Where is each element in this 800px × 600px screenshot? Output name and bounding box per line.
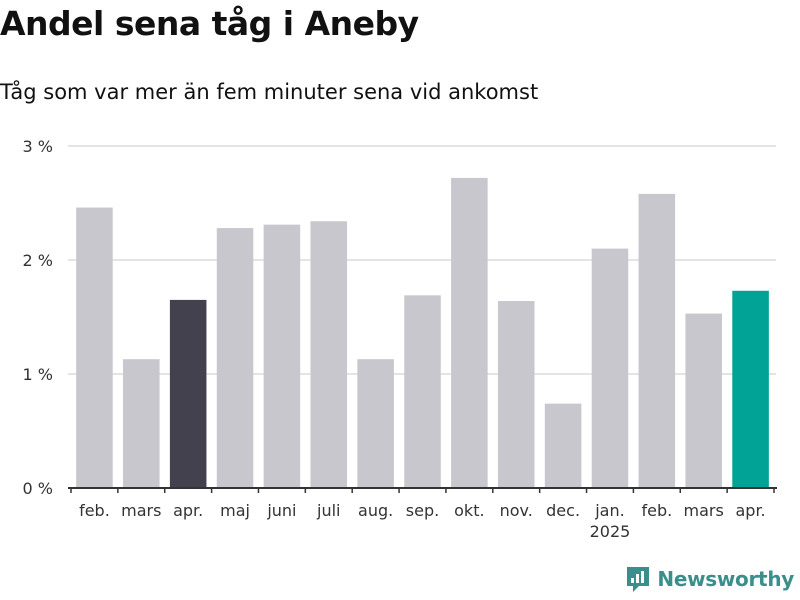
bar [357, 359, 394, 488]
bar [310, 221, 348, 489]
y-axis-labels: 0 % 1 % 2 % 3 % [23, 137, 53, 498]
x-tick-label: maj [220, 501, 250, 520]
bar [544, 403, 582, 488]
x-tick-label: juli [316, 501, 340, 520]
x-axis [68, 487, 777, 493]
x-tick-label: apr. [173, 501, 203, 520]
x-tick-label: feb. [641, 501, 672, 520]
y-tick-label: 0 % [23, 479, 53, 498]
x-axis-labels: feb. mars apr. maj juni juli aug. sep. okt. nov. d… [79, 501, 766, 541]
bar [732, 290, 769, 488]
bar-chart: 0 % 1 % 2 % 3 % feb. mars apr. maj juni juli aug.… [23, 137, 777, 541]
bar [123, 359, 160, 488]
x-tick-label: apr. [735, 501, 765, 520]
x-tick-label: dec. [546, 501, 580, 520]
bar [638, 193, 676, 488]
x-tick-label: aug. [358, 501, 393, 520]
bar [404, 295, 441, 488]
chart-title: Andel sena tåg i Aneby [0, 4, 419, 43]
bar [451, 177, 488, 489]
bar [497, 301, 535, 488]
brand-name: Newsworthy [657, 567, 794, 591]
x-tick-label: nov. [500, 501, 533, 520]
x-tick-label: feb. [79, 501, 110, 520]
bar [216, 228, 254, 488]
bar [591, 248, 629, 488]
x-tick-label: okt. [454, 501, 484, 520]
x-tick-label: sep. [406, 501, 439, 520]
y-tick-label: 2 % [23, 251, 53, 270]
x-tick-label: mars [684, 501, 724, 520]
bar [76, 207, 113, 488]
chart-subtitle: Tåg som var mer än fem minuter sena vid … [0, 80, 539, 104]
brand-logo: Newsworthy [625, 564, 794, 594]
bars [76, 177, 769, 489]
y-tick-label: 1 % [23, 365, 53, 384]
newsworthy-logo-icon [627, 567, 650, 592]
x-tick-label: juni [266, 501, 296, 520]
bar [685, 313, 722, 488]
bar [169, 299, 207, 488]
y-tick-label: 3 % [23, 137, 53, 156]
bar [263, 224, 301, 488]
x-year-label: 2025 [590, 522, 631, 541]
x-tick-label: jan. [594, 501, 624, 520]
x-tick-label: mars [121, 501, 161, 520]
